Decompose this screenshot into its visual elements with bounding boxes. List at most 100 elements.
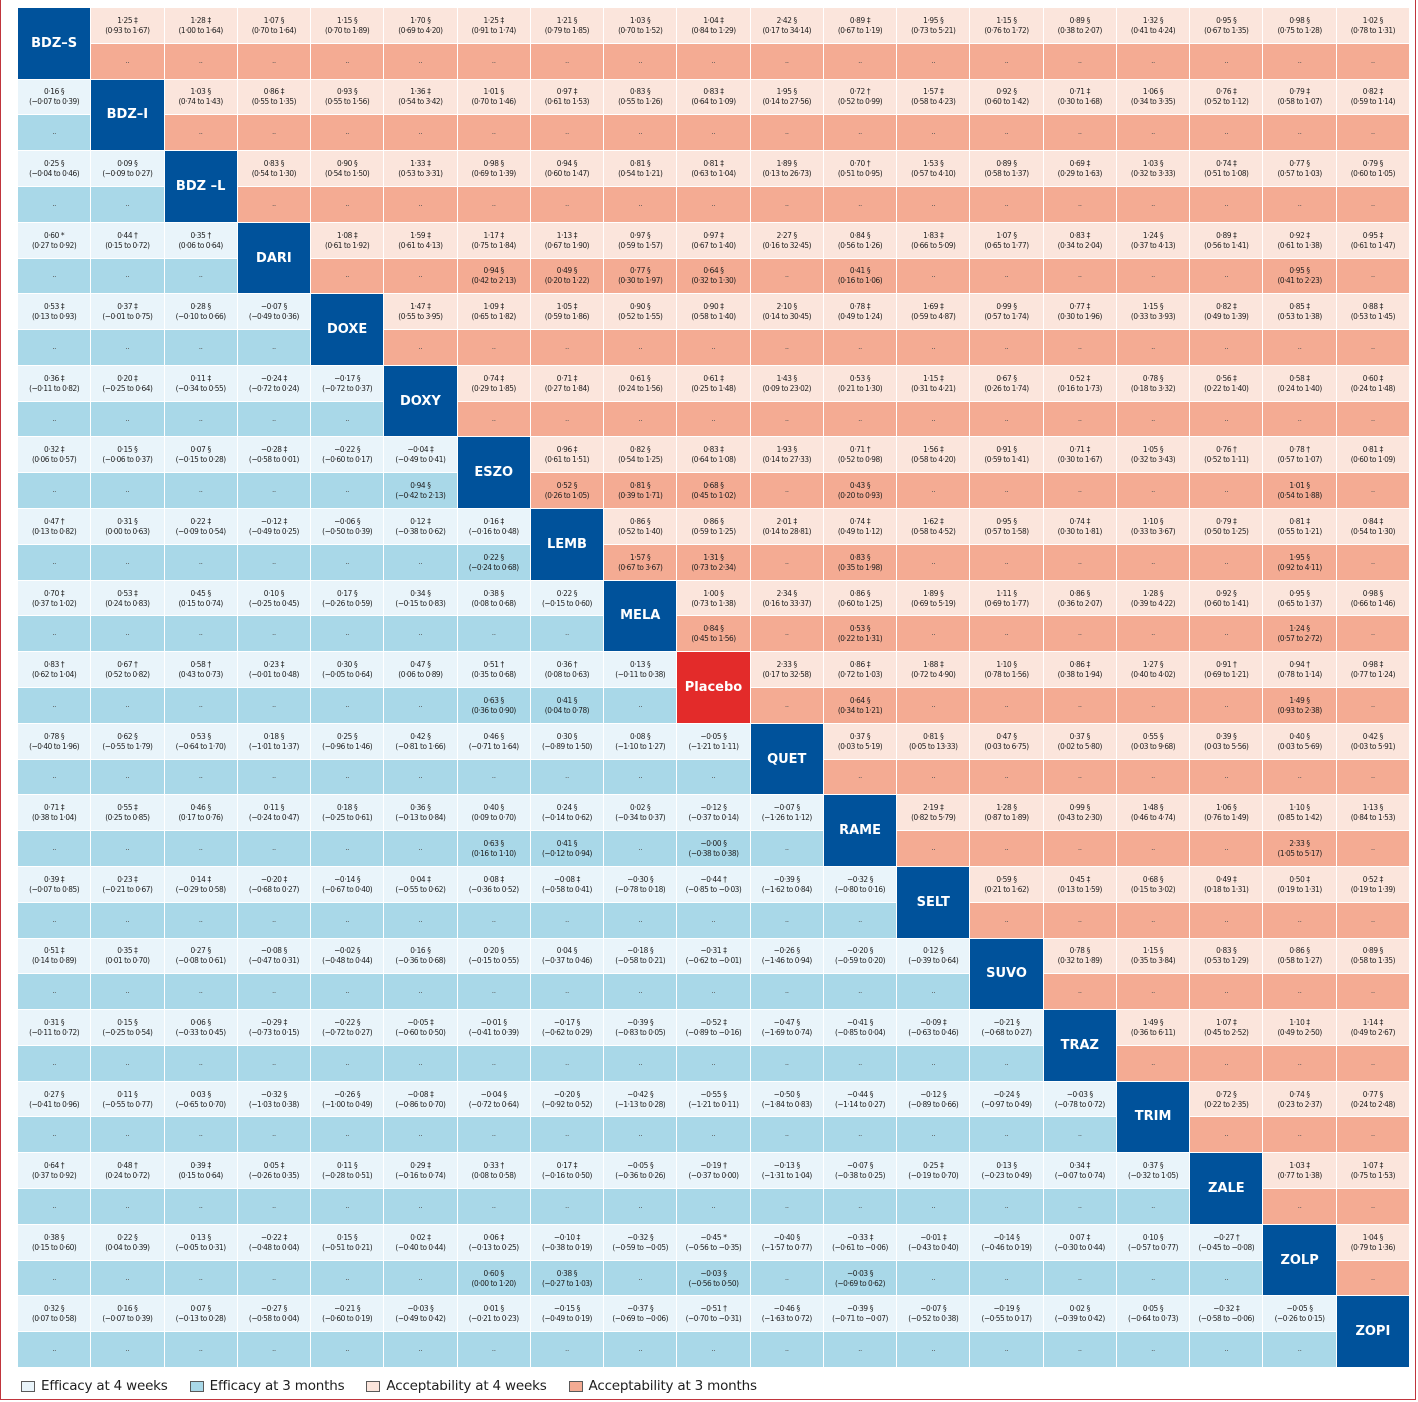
acceptability-3m-cell: ..: [530, 401, 605, 438]
efficacy-4w-cell: 0·35 † (0·06 to 0·64): [164, 222, 238, 259]
efficacy-4w-cell: 0·09 § (−0·09 to 0·27): [91, 151, 165, 187]
acceptability-4w-cell: 0·97 ‡ (0·67 to 1·40): [677, 222, 751, 259]
cell-placeholder: ..: [418, 1129, 423, 1139]
cell-estimate: 1·06 §: [1142, 86, 1164, 97]
cell-estimate: 2·01 ‡: [776, 515, 798, 526]
cell-estimate: −0·30 §: [627, 873, 654, 884]
cell-estimate: 0·78 §: [1069, 945, 1091, 956]
cell-ci: (−0·16 to 0·50): [541, 1170, 592, 1181]
cell-placeholder: ..: [784, 914, 789, 924]
cell-placeholder: ..: [638, 843, 643, 853]
efficacy-4w-cell: 0·37 ‡ (−0·01 to 0·75): [91, 294, 165, 331]
cell-estimate: 1·21 §: [556, 14, 578, 25]
efficacy-3m-cell: ..: [530, 974, 605, 1011]
cell-estimate: 1·07 ‡: [1362, 1160, 1384, 1171]
cell-estimate: 0·25 §: [43, 158, 65, 169]
efficacy-3m-cell: ..: [604, 1189, 678, 1225]
cell-estimate: 0·10 §: [263, 587, 285, 598]
cell-placeholder: ..: [1370, 843, 1375, 853]
efficacy-4w-cell: −0·21 § (−0·60 to 0·19): [311, 1296, 385, 1333]
cell-placeholder: ..: [418, 1344, 423, 1354]
cell-estimate: −0·14 §: [334, 873, 361, 884]
cell-placeholder: ..: [418, 341, 423, 351]
cell-estimate: 0·10 §: [1142, 1231, 1164, 1242]
cell-ci: (−0·01 to 0·48): [248, 669, 299, 680]
cell-estimate: −0·31 ‡: [700, 945, 727, 956]
cell-estimate: 0·48 †: [117, 1160, 138, 1171]
cell-placeholder: ..: [125, 1057, 130, 1067]
cell-estimate: 0·98 §: [1362, 587, 1384, 598]
cell-estimate: 0·94 §: [556, 158, 578, 169]
cell-placeholder: ..: [1297, 341, 1302, 351]
acceptability-4w-cell: 0·83 ‡ (0·64 to 1·09): [677, 79, 751, 116]
efficacy-4w-cell: 0·60 * (0·27 to 0·92): [18, 222, 92, 259]
acceptability-3m-cell: ..: [897, 43, 971, 80]
efficacy-4w-cell: −0·51 † (−0·70 to −0·31): [677, 1296, 751, 1333]
acceptability-4w-cell: 0·72 † (0·52 to 0·99): [823, 79, 898, 116]
cell-placeholder: ..: [565, 1057, 569, 1067]
efficacy-3m-cell: ..: [91, 258, 165, 295]
cell-estimate: 1·95 §: [776, 86, 798, 97]
cell-ci: (−0·55 to 0·62): [395, 883, 446, 894]
treatment-label: QUET: [767, 751, 807, 767]
acceptability-4w-cell: 0·79 ‡ (0·50 to 1·25): [1190, 509, 1264, 545]
cell-placeholder: ..: [858, 771, 862, 781]
acceptability-4w-cell: 0·39 § (0·03 to 5·56): [1190, 723, 1264, 760]
cell-ci: (−0·68 to 0·27): [981, 1026, 1032, 1037]
efficacy-3m-cell: ..: [1190, 1260, 1264, 1297]
cell-estimate: 0·11 §: [337, 1160, 358, 1171]
cell-placeholder: ..: [1151, 341, 1155, 351]
cell-ci: (0·54 to 3·42): [398, 96, 443, 107]
cell-estimate: 0·90 §: [630, 301, 651, 312]
cell-estimate: 1·69 ‡: [923, 301, 944, 312]
cell-estimate: 0·47 §: [996, 730, 1017, 741]
cell-placeholder: ..: [345, 198, 350, 208]
cell-placeholder: ..: [491, 1200, 496, 1210]
cell-placeholder: ..: [1370, 628, 1375, 638]
cell-estimate: −0·17 §: [334, 372, 361, 383]
cell-ci: (0·61 to 1·53): [544, 96, 590, 107]
cell-ci: (−0·15 to 0·55): [468, 955, 519, 966]
cell-placeholder: ..: [1224, 556, 1229, 566]
efficacy-4w-cell: 0·28 § (−0·10 to 0·66): [164, 294, 238, 331]
efficacy-4w-cell: 0·02 ‡ (−0·40 to 0·44): [384, 1224, 458, 1261]
acceptability-4w-cell: 1·00 § (0·73 to 1·38): [677, 580, 751, 617]
cell-placeholder: ..: [52, 127, 57, 137]
cell-ci: (−0·06 to 0·37): [102, 454, 153, 465]
efficacy-4w-cell: −0·20 ‡ (−0·68 to 0·27): [237, 866, 312, 903]
cell-placeholder: ..: [1297, 413, 1302, 423]
acceptability-4w-cell: 0·86 § (0·52 to 1·40): [604, 509, 678, 545]
acceptability-3m-cell: ..: [897, 688, 971, 724]
cell-estimate: −0·12 ‡: [260, 515, 287, 526]
cell-estimate: 0·67 §: [996, 372, 1017, 383]
acceptability-4w-cell: 1·33 ‡ (0·53 to 3·31): [384, 151, 458, 187]
efficacy-3m-cell: 0·38 § (−0·27 to 1·03): [530, 1260, 605, 1297]
acceptability-4w-cell: 0·96 ‡ (0·61 to 1·51): [530, 437, 605, 474]
cell-ci: (−1·63 to 0·72): [761, 1313, 812, 1324]
cell-estimate: 0·95 §: [1289, 265, 1310, 276]
legend-item-acceptability-4w: Acceptability at 4 weeks: [366, 1378, 547, 1394]
cell-estimate: 0·79 §: [1362, 158, 1384, 169]
cell-ci: (0·35 to 3·84): [1130, 955, 1176, 966]
acceptability-4w-cell: 1·15 § (0·76 to 1·72): [970, 8, 1044, 44]
cell-estimate: −0·32 §: [627, 1231, 654, 1242]
cell-ci: (−0·07 to 0·85): [29, 883, 80, 894]
cell-estimate: 1·11 §: [996, 587, 1017, 598]
acceptability-4w-cell: 0·82 § (0·54 to 1·25): [604, 437, 678, 474]
efficacy-3m-cell: ..: [897, 1117, 971, 1154]
cell-ci: (−0·13 to 0·84): [395, 812, 446, 823]
cell-placeholder: ..: [565, 986, 569, 996]
cell-estimate: 0·99 §: [996, 301, 1017, 312]
cell-ci: (0·03 to 6·75): [984, 740, 1029, 751]
acceptability-3m-cell: ..: [237, 115, 312, 152]
cell-estimate: 0·58 ‡: [1289, 372, 1310, 383]
cell-ci: (0·04 to 0·78): [544, 704, 590, 715]
cell-ci: (−0·89 to 1·50): [541, 740, 592, 751]
cell-ci: (0·52 to 1·55): [618, 311, 663, 322]
efficacy-3m-cell: ..: [457, 902, 531, 939]
acceptability-3m-cell: ..: [1336, 974, 1410, 1011]
acceptability-3m-cell: ..: [1336, 186, 1410, 223]
cell-estimate: 1·36 ‡: [410, 86, 431, 97]
cell-ci: (0·19 to 1·31): [1277, 883, 1322, 894]
efficacy-3m-cell: ..: [237, 1260, 312, 1297]
